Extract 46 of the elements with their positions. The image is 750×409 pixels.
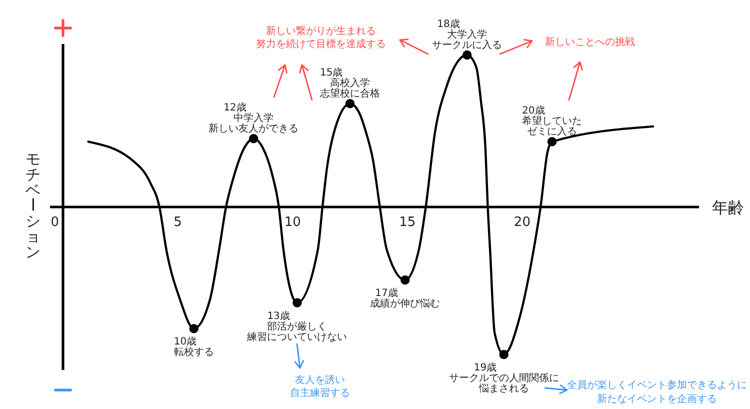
point: [189, 324, 198, 334]
annotation: 10歳: [174, 336, 197, 348]
text: 友人を誘い: [295, 374, 345, 386]
annotation: 新しい友人ができる: [208, 122, 299, 135]
annotation: 転校する: [174, 346, 214, 358]
annotation: サークルに入る: [432, 39, 502, 51]
text: 努力を続けて目標を達成する: [256, 38, 386, 50]
annotation: ゼミに入る: [527, 126, 578, 138]
annotation: 部活が厳しく: [267, 320, 328, 332]
annotation: 17歳: [375, 286, 398, 299]
annotation: 19歳: [474, 361, 497, 374]
annotation: 練習についていけない: [246, 330, 348, 343]
point: [292, 298, 302, 308]
text: 新たなイベントを企画する: [597, 393, 717, 405]
annotation: 悩まされる: [478, 382, 529, 394]
annotation: 12歳: [224, 102, 246, 114]
annotation: 18歳: [437, 18, 460, 30]
text: 新しいことへの挑戦: [545, 36, 635, 48]
text: −: [52, 369, 74, 409]
text: 自主練習する: [290, 387, 350, 399]
annotation: 15歳: [320, 66, 343, 79]
annotation: 13歳: [267, 310, 290, 322]
x-tick-label: 0: [50, 215, 59, 230]
annotation: サークルでの人間関係に: [448, 372, 559, 384]
text: +: [52, 7, 74, 48]
x-tick-label: 15: [399, 215, 416, 230]
annotation: 20歳: [522, 104, 545, 117]
point: [499, 350, 508, 360]
point: [248, 134, 258, 144]
point: [345, 99, 355, 108]
point: [547, 137, 557, 146]
point: [462, 50, 472, 60]
x-axis-title: 年齢: [712, 198, 744, 217]
annotation: 中学入学: [234, 112, 274, 124]
x-tick-label: 20: [514, 215, 530, 230]
text: 全員が楽しくイベント参加できるように: [567, 379, 747, 391]
annotation: 大学入学: [447, 28, 488, 40]
x-tick-label: 10: [284, 215, 301, 230]
x-tick-label: 5: [174, 215, 182, 230]
annotation: 成績が伸び悩む: [370, 297, 440, 310]
text: 新しい繋がりが生まれる: [266, 25, 376, 37]
annotation: 希望していた: [522, 115, 582, 128]
annotation: 高校入学: [330, 77, 370, 90]
point: [400, 275, 410, 285]
annotation: 志望校に合格: [320, 88, 380, 100]
y-axis-title: モチベーション: [23, 150, 42, 261]
